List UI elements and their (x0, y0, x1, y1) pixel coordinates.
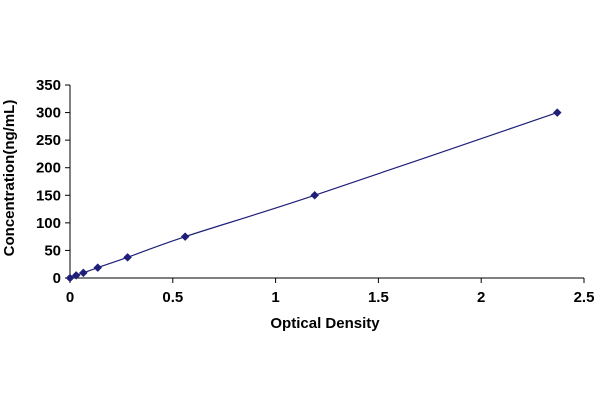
ticks: 0 50 100 150 200 250 300 350 0 0.5 1 1.5 2 2.5 (36, 77, 594, 306)
data-point-marker (93, 263, 103, 272)
y-tick-label: 200 (36, 160, 61, 177)
x-tick-label: 2.5 (574, 289, 595, 306)
x-tick-label: 2 (477, 289, 485, 306)
data-point-marker (65, 273, 75, 283)
y-tick-label: 50 (44, 242, 61, 259)
y-axis-title: Concentration(ng/mL) (1, 100, 18, 257)
y-tick-label: 100 (36, 215, 61, 232)
data-point-marker (180, 232, 190, 241)
x-tick-label: 1 (271, 289, 279, 306)
y-tick-label: 350 (36, 77, 61, 94)
x-tick-label: 0 (66, 289, 74, 306)
data-point-marker (123, 252, 132, 262)
x-tick-label: 0.5 (162, 289, 183, 306)
axes (69, 85, 584, 279)
x-axis-title: Optical Density (270, 315, 380, 332)
data-point-marker (79, 268, 88, 278)
data-point-marker (71, 271, 81, 280)
y-tick-label: 250 (36, 132, 61, 149)
y-tick-label: 300 (36, 105, 61, 122)
y-tick-label: 0 (53, 270, 61, 287)
y-tick-label: 150 (36, 187, 61, 204)
data-point-marker (552, 108, 562, 117)
data-point-marker (310, 190, 320, 200)
series (65, 108, 562, 283)
x-tick-label: 1.5 (368, 289, 389, 306)
